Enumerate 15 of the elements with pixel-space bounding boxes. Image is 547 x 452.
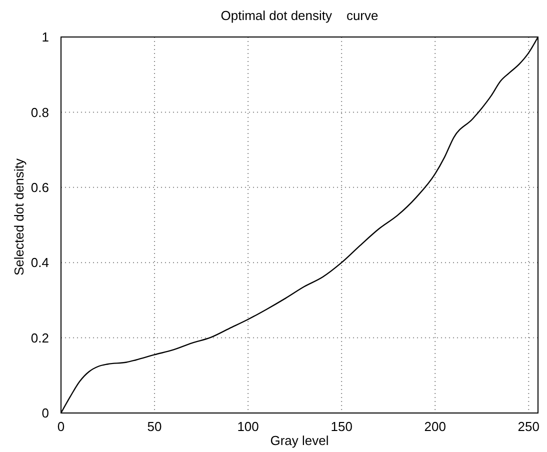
- y-tick-label: 1: [42, 30, 49, 45]
- x-axis-title: Gray level: [269, 433, 330, 448]
- x-tick-label: 250: [518, 419, 540, 434]
- x-tick-label: 200: [424, 419, 446, 434]
- x-tick-label: 0: [57, 419, 65, 434]
- y-tick-label: 0: [42, 406, 49, 421]
- y-tick-label: 0.2: [30, 330, 49, 346]
- x-tick-label: 150: [330, 419, 352, 434]
- y-axis-title: Selected dot density: [12, 158, 26, 276]
- y-tick-label: 0.8: [30, 104, 49, 120]
- y-tick-label: 0.6: [30, 180, 49, 196]
- chart-title: Optimal dot density curve: [220, 8, 380, 23]
- x-tick-label: 50: [147, 419, 162, 434]
- y-tick-label: 0.4: [30, 255, 49, 270]
- x-tick-label: 100: [237, 419, 259, 434]
